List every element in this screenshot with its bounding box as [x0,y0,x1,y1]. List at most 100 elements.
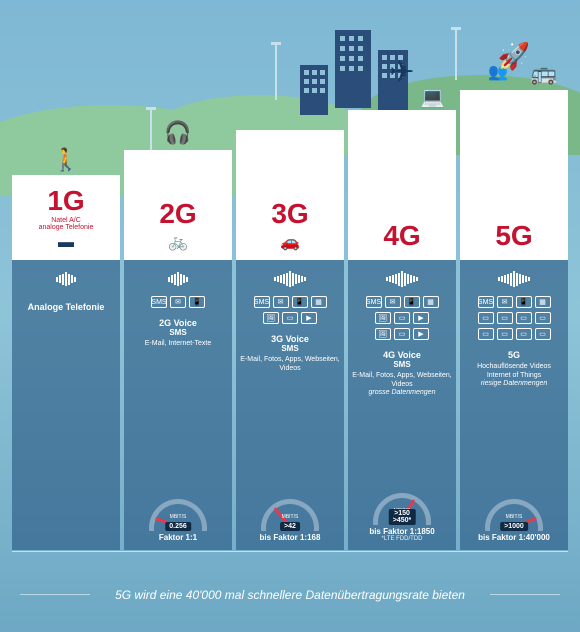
desc-text: E-Mail, Fotos, Apps, Webseiten, Videos [352,371,452,389]
generation-column-3G: 3G🚗SMS✉📱▦🖼▭▶3G VoiceSMSE-Mail, Fotos, Ap… [236,0,344,550]
speed-gauge: MBIT/S>1000bis Faktor 1:40'000 [478,495,550,542]
signal-icon [56,270,76,288]
bicycle-icon: 🚲 [168,232,188,252]
gauge-unit: MBIT/S [282,514,299,520]
feature-icon: 📱 [189,296,205,308]
generation-sublabel: Natel A/Canaloge Telefonie [39,217,94,232]
feature-icon: 📱 [404,296,420,308]
feature-icon: ▭ [282,312,298,324]
feature-panel: SMS✉📱▦🖼▭▶🖼▭▶4G VoiceSMSE-Mail, Fotos, Ap… [348,260,456,550]
generation-label: 3G [271,198,308,230]
skateboard-icon: ▬ [58,234,74,252]
speed-gauge: MBIT/S 0.256 Faktor 1:1 [149,495,207,542]
feature-icon: ▭ [516,312,532,324]
desc-title: 4G Voice [383,350,421,360]
feature-icon: SMS [478,296,494,308]
white-header: 4G [348,110,456,260]
tagline: 5G wird eine 40'000 mal schnellere Daten… [0,588,580,602]
white-header: 2G🚲 [124,150,232,260]
feature-icon: ▭ [394,328,410,340]
gauge-value: >42 [280,522,300,531]
feature-icon: ▭ [535,328,551,340]
speed-factor: bis Faktor 1:168 [260,533,321,542]
feature-icon: ✉ [385,296,401,308]
feature-icon-row: SMS✉📱 [151,296,205,308]
generation-label: 2G [159,198,196,230]
speed-factor: bis Faktor 1:1850 [369,527,434,536]
feature-icon: 🖼 [375,328,391,340]
desc-title: Analoge Telefonie [28,302,105,312]
feature-panel: SMS✉📱▦▭▭▭▭▭▭▭▭5GHochauflösende VideosInt… [460,260,568,550]
generation-column-4G: ✈4GSMS✉📱▦🖼▭▶🖼▭▶4G VoiceSMSE-Mail, Fotos,… [348,0,456,550]
gauge-value: >150>450* [389,509,416,525]
feature-icon-row: SMS✉📱▦ [366,296,439,308]
feature-icon: 🖼 [263,312,279,324]
airplane-icon: ✈ [389,55,414,90]
desc-text: E-Mail, Fotos, Apps, Webseiten, Videos [240,355,340,373]
generation-column-2G: 🎧2G🚲SMS✉📱2G VoiceSMSE-Mail, Internet-Tex… [124,0,232,550]
feature-icon: ▭ [478,312,494,324]
feature-icon: ▭ [516,328,532,340]
feature-icon: ▭ [497,312,513,324]
gauge-unit: MBIT/S [506,514,523,520]
feature-icon-row: 🖼▭▶ [263,312,317,324]
signal-icon [274,270,306,288]
feature-icon: 📱 [292,296,308,308]
generation-columns: 🚶 1GNatel A/Canaloge Telefonie ▬ Analoge Te… [12,0,568,550]
feature-icon: ▦ [423,296,439,308]
desc-sub: SMS [281,344,298,353]
desc-text: E-Mail, Internet-Texte [145,339,212,348]
rocket-icon: 🚀 [498,41,530,72]
feature-icon: ✉ [273,296,289,308]
desc-text: Hochauflösende VideosInternet of Things [477,362,551,380]
feature-icon-row: 🖼▭▶ [375,312,429,324]
generation-column-1G: 🚶 1GNatel A/Canaloge Telefonie ▬ Analoge Te… [12,0,120,550]
white-header: 3G🚗 [236,130,344,260]
feature-icon: ✉ [497,296,513,308]
white-header: 1GNatel A/Canaloge Telefonie ▬ [12,175,120,260]
feature-icon: ▦ [535,296,551,308]
car-icon: 🚗 [280,232,300,252]
baseline [12,551,568,552]
feature-icon-row: SMS✉📱▦ [478,296,551,308]
signal-icon [168,270,188,288]
desc-title: 5G [508,350,520,360]
feature-icon: SMS [366,296,382,308]
feature-icon-row: ▭▭▭▭ [478,312,551,324]
headset-person-icon: 🎧 [164,120,191,146]
speed-note: *LTE FDD/TDD [382,536,423,542]
feature-icon: SMS [254,296,270,308]
white-header: 5G [460,90,568,260]
feature-icon: ▭ [394,312,410,324]
feature-icon: ▶ [301,312,317,324]
feature-icon: ▭ [478,328,494,340]
speed-gauge: MBIT/S >42 bis Faktor 1:168 [260,495,321,542]
gauge-value: >1000 [500,522,528,531]
desc-em: riesige Datenmengen [481,380,548,387]
feature-panel: SMS✉📱2G VoiceSMSE-Mail, Internet-TexteMB… [124,260,232,550]
feature-icon: ✉ [170,296,186,308]
desc-title: 3G Voice [271,334,309,344]
generation-label: 5G [495,220,532,252]
speed-gauge: MBIT/S>150>450*bis Faktor 1:1850*LTE FDD… [369,489,434,542]
feature-icon: 📱 [516,296,532,308]
signal-icon [386,270,418,288]
desc-em: grosse Datenmengen [369,389,436,396]
generation-label: 1G [47,185,84,217]
gauge-unit: MBIT/S [170,514,187,520]
feature-icon-row: 🖼▭▶ [375,328,429,340]
gauge-value: 0.256 [165,522,191,531]
desc-sub: SMS [393,360,410,369]
feature-icon: SMS [151,296,167,308]
speed-factor: Faktor 1:1 [159,533,197,542]
feature-icon-row: ▭▭▭▭ [478,328,551,340]
feature-icon: 🖼 [375,312,391,324]
signal-icon [498,270,530,288]
feature-icon: ▦ [311,296,327,308]
person-walking-icon: 🚶 [52,147,79,173]
feature-icon: ▭ [535,312,551,324]
feature-icon: ▶ [413,328,429,340]
feature-icon: ▭ [497,328,513,340]
desc-sub: SMS [169,328,186,337]
desc-title: 2G Voice [159,318,197,328]
